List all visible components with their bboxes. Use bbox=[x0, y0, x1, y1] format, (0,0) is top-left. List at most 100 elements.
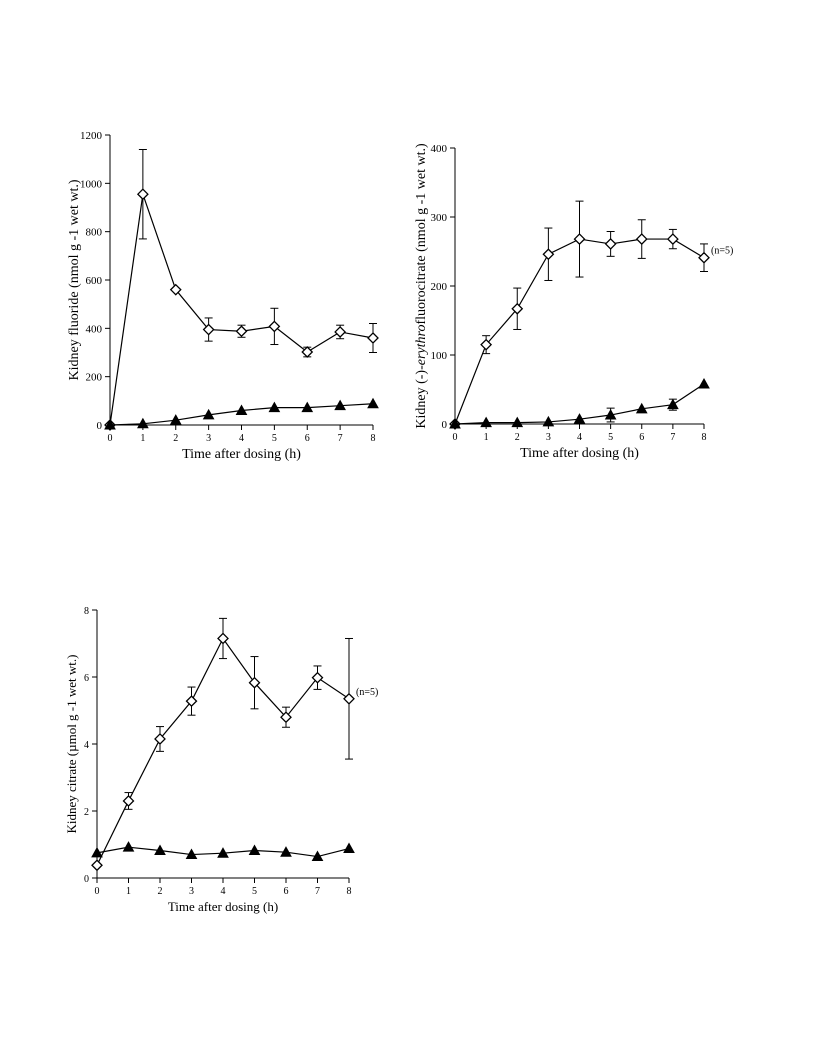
y-axis-label-italic: erythro bbox=[414, 325, 429, 366]
data-point-diamond bbox=[169, 283, 182, 296]
y-tick-label: 1000 bbox=[80, 178, 103, 190]
x-tick-label: 6 bbox=[639, 432, 644, 443]
data-point-triangle bbox=[202, 408, 215, 420]
y-tick-label: 200 bbox=[86, 372, 103, 384]
y-tick-label: 4 bbox=[84, 740, 89, 751]
chart-kidney-fluoride: 0 200 400 600 800 1000 1200 0 1 2 3 4 5 6 7 8 Time after… bbox=[67, 130, 379, 462]
data-point-triangle bbox=[511, 416, 524, 428]
data-point-diamond bbox=[248, 676, 261, 689]
x-tick-label: 3 bbox=[206, 433, 211, 444]
x-tick-label: 6 bbox=[305, 433, 310, 444]
data-point-triangle bbox=[268, 401, 281, 413]
x-tick-label: 4 bbox=[577, 432, 582, 443]
data-point-triangle bbox=[367, 397, 379, 409]
data-point-diamond bbox=[122, 795, 135, 807]
x-tick-label: 5 bbox=[252, 886, 257, 897]
data-point-diamond bbox=[217, 632, 229, 645]
data-point-triangle bbox=[217, 847, 229, 858]
y-tick-label: 0 bbox=[97, 420, 103, 432]
x-tick-label: 6 bbox=[284, 886, 289, 897]
x-axis-label: Time after dosing (h) bbox=[182, 447, 301, 462]
data-point-triangle bbox=[280, 846, 292, 857]
data-point-triangle bbox=[154, 844, 166, 856]
x-tick-label: 3 bbox=[546, 432, 551, 443]
data-point-triangle bbox=[449, 417, 461, 429]
data-point-triangle bbox=[122, 841, 135, 852]
data-point-triangle bbox=[635, 402, 648, 414]
y-axis-label: Kidney fluoride (nmol g -1 wet wt.) bbox=[67, 179, 82, 380]
data-point-triangle bbox=[542, 415, 555, 427]
data-point-triangle bbox=[185, 848, 198, 860]
data-point-triangle bbox=[698, 377, 710, 389]
data-point-diamond bbox=[311, 671, 324, 684]
x-tick-label: 1 bbox=[126, 886, 131, 897]
data-point-diamond bbox=[367, 332, 379, 344]
y-tick-label: 2 bbox=[84, 807, 89, 818]
x-tick-label: 2 bbox=[515, 432, 520, 443]
y-tick-label: 0 bbox=[442, 419, 448, 431]
y-tick-label: 200 bbox=[431, 281, 448, 293]
annotation-n: (n=5) bbox=[356, 687, 378, 698]
data-point-diamond bbox=[154, 733, 166, 745]
data-point-triangle bbox=[343, 842, 355, 854]
data-point-triangle bbox=[169, 414, 182, 425]
x-tick-label: 0 bbox=[108, 433, 113, 444]
y-tick-label: 600 bbox=[86, 275, 103, 287]
data-point-diamond bbox=[511, 302, 524, 315]
data-point-diamond bbox=[136, 188, 149, 201]
data-point-diamond bbox=[635, 233, 648, 245]
data-point-diamond bbox=[666, 233, 679, 245]
x-tick-label: 3 bbox=[189, 886, 194, 897]
chart-kidney-fluorocitrate: 0 100 200 300 400 0 1 2 3 4 5 6 7 8 Time after dosing … bbox=[414, 143, 733, 461]
data-point-diamond bbox=[91, 859, 103, 872]
y-tick-label: 8 bbox=[84, 606, 89, 617]
x-axis-label: Time after dosing (h) bbox=[520, 446, 639, 461]
data-point-triangle bbox=[235, 404, 248, 415]
x-tick-label: 7 bbox=[338, 433, 343, 444]
x-tick-label: 4 bbox=[221, 886, 226, 897]
x-axis-label: Time after dosing (h) bbox=[168, 899, 278, 914]
data-point-diamond bbox=[604, 237, 617, 250]
data-point-triangle bbox=[104, 418, 116, 430]
x-tick-label: 7 bbox=[315, 886, 320, 897]
y-tick-label: 0 bbox=[84, 874, 89, 885]
x-tick-label: 1 bbox=[140, 433, 145, 444]
y-tick-label: 1200 bbox=[80, 130, 103, 142]
chart-kidney-citrate: 0 2 4 6 8 0 1 2 3 4 5 6 7 8 Time after dosing (h) Kidne… bbox=[64, 606, 378, 914]
data-point-triangle bbox=[137, 417, 149, 429]
x-tick-label: 2 bbox=[173, 433, 178, 444]
data-point-diamond bbox=[343, 692, 355, 705]
x-tick-label: 0 bbox=[453, 432, 458, 443]
data-point-triangle bbox=[248, 844, 261, 856]
y-tick-label: 400 bbox=[86, 323, 103, 335]
x-tick-label: 4 bbox=[239, 433, 244, 444]
x-tick-label: 8 bbox=[371, 433, 376, 444]
y-tick-label: 100 bbox=[431, 350, 448, 362]
data-point-triangle bbox=[667, 398, 679, 410]
data-point-diamond bbox=[542, 248, 555, 261]
data-point-triangle bbox=[301, 401, 314, 413]
x-tick-label: 0 bbox=[95, 886, 100, 897]
data-point-diamond bbox=[185, 695, 198, 708]
data-point-diamond bbox=[334, 326, 347, 338]
data-point-triangle bbox=[91, 846, 103, 858]
y-axis-label-part: fluorocitrate (nmol g -1 wet wt.) bbox=[414, 143, 429, 325]
x-tick-label: 8 bbox=[347, 886, 352, 897]
data-point-diamond bbox=[301, 346, 314, 358]
x-tick-label: 5 bbox=[608, 432, 613, 443]
data-point-diamond bbox=[480, 338, 493, 351]
x-tick-label: 7 bbox=[670, 432, 675, 443]
x-tick-label: 2 bbox=[158, 886, 163, 897]
x-tick-label: 1 bbox=[484, 432, 489, 443]
data-point-diamond bbox=[202, 323, 215, 336]
data-point-diamond bbox=[573, 233, 586, 245]
data-point-diamond bbox=[235, 325, 248, 338]
annotation-n: (n=5) bbox=[711, 246, 733, 257]
data-point-diamond bbox=[280, 711, 292, 724]
data-point-triangle bbox=[480, 416, 492, 428]
y-tick-label: 800 bbox=[86, 227, 103, 239]
y-axis-label: Kidney citrate (µmol g -1 wet wt.) bbox=[64, 655, 79, 834]
data-point-triangle bbox=[311, 850, 324, 862]
x-tick-label: 8 bbox=[702, 432, 707, 443]
